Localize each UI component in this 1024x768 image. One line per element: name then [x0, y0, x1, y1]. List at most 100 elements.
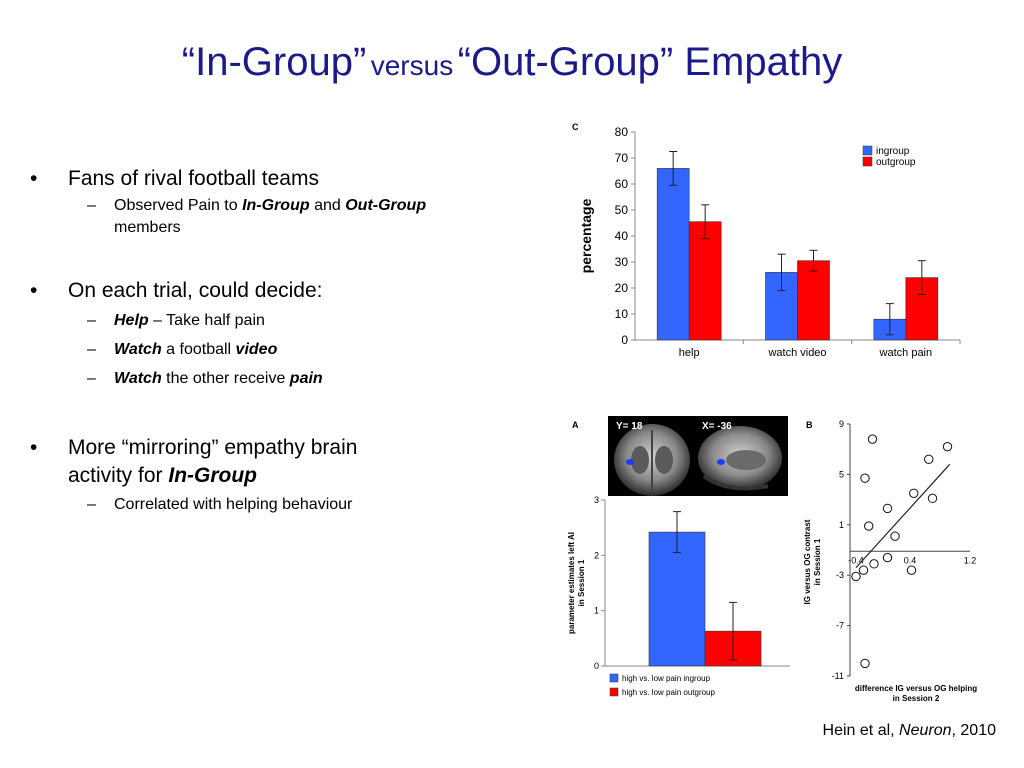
- legend-label-ingroup: ingroup: [876, 146, 910, 157]
- bar-ingroup-help: [656, 168, 690, 341]
- title-in-group: “In-Group”: [181, 40, 367, 84]
- x-tick-label: 1.2: [964, 555, 977, 565]
- sub-bullet-help: – Help – Take half pain: [30, 310, 460, 332]
- citation-journal: Neuron: [899, 722, 952, 739]
- dash-icon: –: [87, 197, 96, 214]
- bullet-mirroring: • More “mirroring” empathy brain activit…: [30, 434, 460, 490]
- y-tick-label: 1: [839, 520, 844, 530]
- y-tick-label: 70: [615, 151, 629, 165]
- y-tick-label: 20: [615, 281, 629, 295]
- citation-year: , 2010: [951, 722, 996, 739]
- sub-text-out-group: Out-Group: [345, 197, 427, 214]
- bar-outgroup-help: [688, 221, 722, 341]
- chart-a-parameter-estimates: A 0 1 2 3 parameter estimates left AI in Sessi…: [567, 420, 790, 697]
- citation: Hein et al, Neuron, 2010: [823, 722, 996, 740]
- citation-authors: Hein et al,: [822, 722, 900, 739]
- y-axis-label-line1: IG versus OG contrast: [803, 519, 812, 604]
- coronal-slice-image: [614, 424, 690, 496]
- scatter-point: [864, 521, 874, 531]
- slide-title: “In-Group” versus “Out-Group” Empathy: [0, 40, 1024, 85]
- x-tick-label: watch pain: [879, 347, 933, 359]
- y-axis-label: percentage: [578, 198, 594, 273]
- y-tick-label: 5: [839, 469, 844, 479]
- y-tick-label: 10: [615, 307, 629, 321]
- x-tick-label: 0.4: [904, 555, 917, 565]
- bullet-text-line1: More “mirroring” empathy brain: [68, 436, 358, 459]
- title-versus: versus: [370, 50, 454, 81]
- y-tick-label: 2: [594, 550, 599, 560]
- y-tick-label: 0: [621, 333, 628, 347]
- bullet-text-line2: activity for: [68, 464, 169, 487]
- sub-text: – Take half pain: [148, 312, 265, 329]
- scatter-point: [869, 559, 879, 569]
- sub-bullet-observed-pain: – Observed Pain to In-Group and Out-Grou…: [30, 195, 460, 239]
- scatter-point: [860, 658, 870, 669]
- bullet-rival-fans: • Fans of rival football teams: [30, 165, 460, 193]
- y-tick-label: -7: [836, 621, 844, 631]
- panel-label-b: B: [806, 420, 813, 430]
- legend-label-outgroup: outgroup: [876, 157, 916, 168]
- y-tick-label: 40: [615, 229, 629, 243]
- y-axis-label-line1: parameter estimates left AI: [567, 532, 576, 634]
- sub-text: and: [309, 197, 346, 214]
- bar-ingroup: [648, 531, 706, 667]
- dash-icon: –: [87, 370, 96, 387]
- brain-images: Y= 18 X= -36: [608, 416, 788, 496]
- trend-line: [855, 463, 951, 569]
- legend-label: high vs. low pain outgroup: [622, 688, 716, 697]
- y-tick-label: 3: [594, 495, 599, 505]
- activation-spot-icon: [717, 459, 725, 465]
- sub-text: a football: [161, 341, 236, 358]
- bullet-each-trial: • On each trial, could decide:: [30, 277, 460, 305]
- sub-text-watch: Watch: [114, 370, 162, 387]
- y-tick-label: 60: [615, 177, 629, 191]
- bar-outgroup-watch-video: [797, 260, 830, 341]
- scatter-point: [942, 441, 953, 452]
- scatter-point: [909, 488, 919, 499]
- y-tick-label: 0: [594, 661, 599, 671]
- bullet-text: Fans of rival football teams: [68, 167, 319, 190]
- bullet-text-in-group: In-Group: [168, 464, 258, 487]
- chart-b-correlation-scatter: B 9 5 1 -3 -7 -11 -0.4 0.4 1.2 IG versus OG contra…: [803, 419, 977, 703]
- bullet-dot-icon: •: [30, 436, 38, 459]
- scatter-point: [882, 503, 893, 514]
- bullet-text: On each trial, could decide:: [68, 279, 323, 302]
- scatter-point: [851, 571, 861, 582]
- dash-icon: –: [87, 341, 96, 358]
- legend-label: high vs. low pain ingroup: [622, 674, 711, 683]
- scatter-point: [860, 473, 870, 483]
- sub-text-in-group: In-Group: [242, 197, 310, 214]
- sub-text: Correlated with helping behaviour: [114, 496, 353, 513]
- chart-c-percentage-bars: C 0 10 20 30 40 50 60 70 80 percentage help watch vi…: [572, 122, 961, 359]
- scatter-point: [882, 552, 893, 563]
- y-axis-label-line2: in Session 1: [813, 538, 822, 585]
- x-tick-label: -0.4: [848, 555, 864, 565]
- dash-icon: –: [87, 312, 96, 329]
- scatter-point: [867, 434, 878, 444]
- sub-text: the other receive: [161, 370, 290, 387]
- activation-spot-icon: [626, 459, 634, 465]
- scatter-point: [858, 565, 869, 575]
- bullet-dot-icon: •: [30, 279, 38, 302]
- y-tick-label: 1: [594, 606, 599, 616]
- x-tick-label: watch video: [767, 347, 826, 359]
- x-tick-label: help: [679, 347, 700, 359]
- legend-swatch: [609, 687, 619, 697]
- scatter-point: [906, 565, 917, 575]
- scatter-point: [890, 531, 900, 541]
- sub-text-help: Help: [114, 312, 149, 329]
- sub-text-watch: Watch: [114, 341, 162, 358]
- sub-text: members: [114, 219, 181, 236]
- bullet-list: • Fans of rival football teams – Observe…: [30, 165, 460, 516]
- scatter-point: [924, 454, 934, 464]
- x-axis-label-line1: difference IG versus OG helping: [855, 684, 977, 693]
- sub-text-pain: pain: [289, 370, 323, 387]
- y-tick-label: 9: [839, 419, 844, 429]
- x-axis-label-line2: in Session 2: [893, 694, 940, 703]
- scatter-point: [927, 493, 938, 504]
- y-tick-label: -11: [832, 671, 844, 681]
- y-tick-label: 30: [615, 255, 629, 269]
- y-tick-label: 80: [615, 125, 629, 139]
- y-tick-label: -3: [836, 570, 844, 580]
- sub-bullet-watch-video: – Watch a football video: [30, 339, 460, 361]
